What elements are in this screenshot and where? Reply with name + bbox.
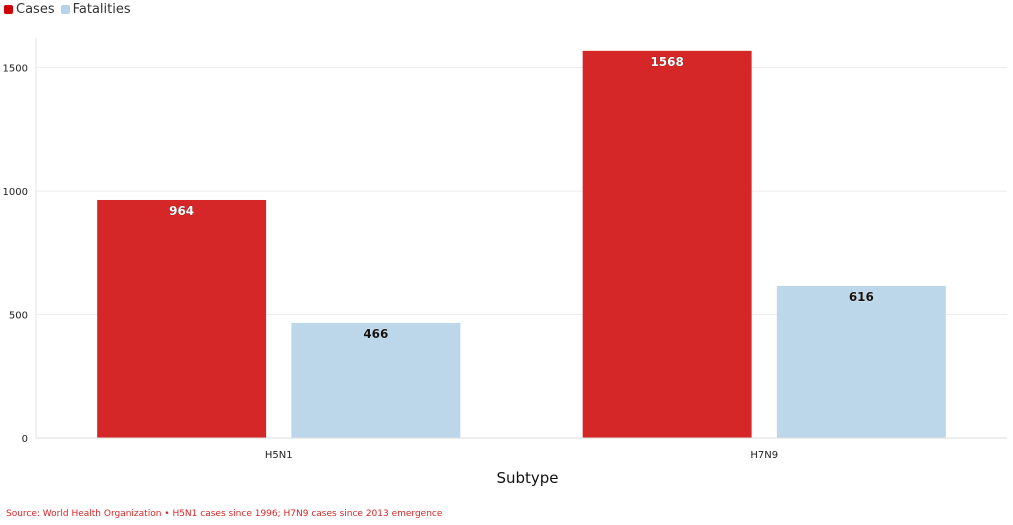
data-label-cases-h7n9: 1568: [650, 55, 683, 69]
x-tick-label: H5N1: [265, 450, 293, 461]
legend: Cases Fatalities: [4, 0, 131, 18]
legend-item-fatalities[interactable]: Fatalities: [60, 1, 131, 17]
data-label-fatalities-h5n1: 466: [363, 327, 388, 341]
bar-fatalities-h5n1[interactable]: [291, 322, 461, 438]
y-tick-label: 500: [9, 311, 28, 322]
y-tick-label: 0: [22, 434, 28, 445]
data-label-cases-h5n1: 964: [169, 204, 194, 218]
y-tick-label: 1500: [3, 64, 28, 75]
legend-swatch-fatalities: [60, 4, 70, 14]
bar-fatalities-h7n9[interactable]: [776, 285, 946, 438]
bar-cases-h7n9[interactable]: [582, 50, 752, 438]
y-tick-label: 1000: [3, 187, 28, 198]
data-label-fatalities-h7n9: 616: [849, 290, 874, 304]
bars: 964 466 1568 616: [97, 50, 946, 438]
source-note: Source: World Health Organization • H5N1…: [6, 509, 443, 519]
bar-cases-h5n1[interactable]: [97, 199, 267, 438]
x-tick-label: H7N9: [750, 450, 778, 461]
x-axis-title: Subtype: [496, 469, 558, 487]
legend-swatch-cases: [4, 4, 13, 14]
y-axis-ticks: 0 500 1000 1500: [3, 64, 28, 445]
legend-label-cases: Cases: [16, 1, 55, 17]
x-axis-ticks: H5N1 H7N9: [265, 450, 778, 461]
legend-label-fatalities: Fatalities: [72, 1, 131, 17]
legend-item-cases[interactable]: Cases: [4, 2, 55, 17]
